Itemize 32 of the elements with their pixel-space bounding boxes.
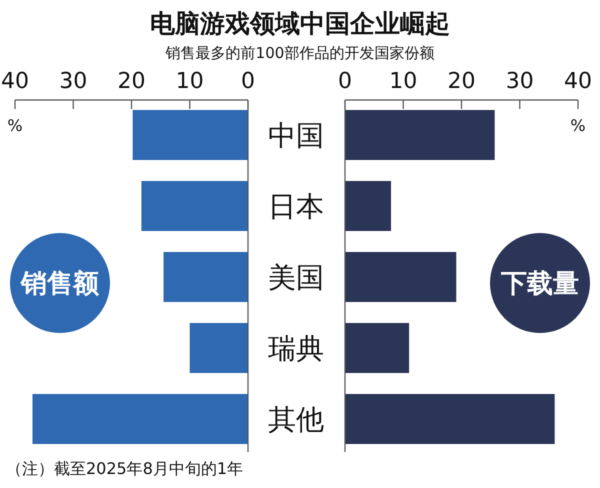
bar (132, 110, 248, 160)
bar (345, 252, 456, 302)
y-tick-label: 其他 (268, 403, 324, 436)
x-tick-label: 30 (59, 69, 88, 94)
x-tick-label: 40 (1, 69, 29, 94)
x-tick-label: 10 (389, 69, 418, 94)
x-axis-title: % (570, 116, 586, 135)
bar (164, 252, 248, 302)
y-tick-label: 美国 (268, 261, 324, 294)
bar (345, 181, 392, 231)
x-axis-title: % (7, 116, 23, 135)
text: 销售最多的前100部作品的开发国家份额 (164, 44, 434, 62)
x-tick-label: 20 (118, 69, 146, 94)
x-tick-label: 10 (176, 69, 204, 94)
text: 下载量 (500, 269, 579, 299)
x-tick-label: 30 (506, 69, 534, 94)
text: 销售额 (20, 269, 100, 299)
bar (32, 394, 248, 444)
y-tick-label: 日本 (268, 190, 324, 223)
text: （注）截至2025年8月中旬的1年 (6, 459, 244, 478)
y-tick-label: 中国 (268, 119, 324, 152)
x-tick-label: 0 (241, 69, 255, 94)
bar (345, 323, 410, 373)
y-tick-label: 瑞典 (268, 332, 324, 365)
text: 电脑游戏领域中国企业崛起 (150, 9, 450, 38)
x-tick-label: 0 (338, 69, 352, 94)
bar (345, 110, 495, 160)
bar (190, 323, 248, 373)
bar (345, 394, 555, 444)
bar (141, 181, 248, 231)
x-tick-label: 40 (564, 69, 592, 94)
x-tick-label: 20 (448, 69, 476, 94)
